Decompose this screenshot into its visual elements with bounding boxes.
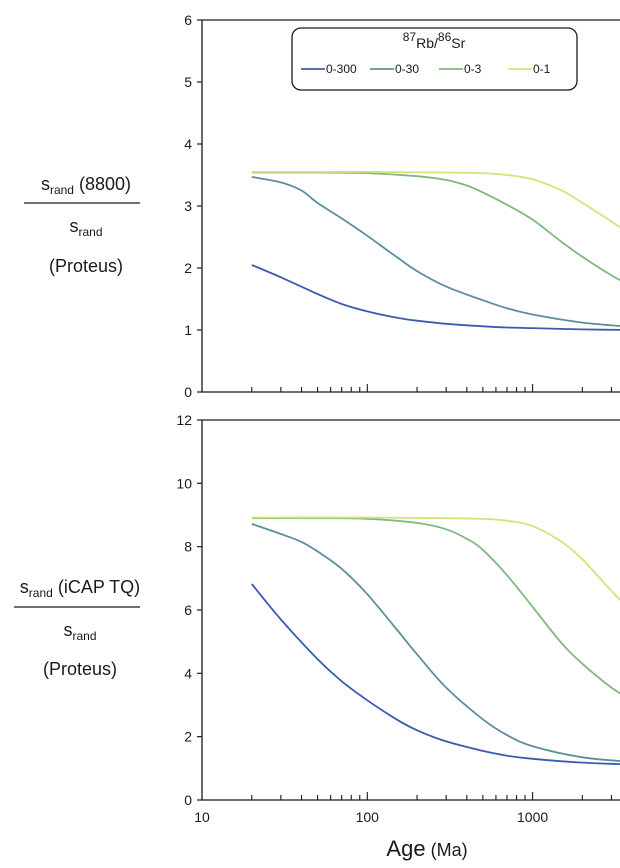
top-series-line-0-300: [251, 264, 620, 331]
top-yticks: 0 1 2 3 4 5 6: [184, 12, 202, 400]
legend-label-0-1: 0-1: [533, 62, 551, 76]
top-panel: 0 1 2 3 4 5 6 87Rb/86Sr 0-300 0-30 0-3 0-1 srand …: [24, 12, 620, 400]
bottom-ytick-label: 0: [184, 792, 192, 808]
top-ytick-label: 2: [184, 260, 192, 276]
top-ytick-label: 1: [184, 322, 192, 338]
top-series-line-0-30: [251, 176, 620, 327]
top-ylabel-num-sub: rand: [50, 183, 74, 197]
top-series-line-0-1: [251, 170, 620, 229]
top-xticks: [251, 384, 613, 392]
bottom-series-lines: [251, 516, 620, 766]
x-tick-label: 100: [356, 809, 380, 825]
x-axis-label-main: Age: [386, 836, 425, 861]
top-axes-frame: [201, 19, 620, 393]
top-ytick-label: 4: [184, 136, 192, 152]
bottom-yticks: 0 2 4 6 8 10 12: [176, 412, 202, 808]
bottom-ylabel-num-rest: (iCAP TQ): [53, 577, 140, 597]
top-ylabel-num-main: s: [41, 174, 50, 194]
bottom-ylabel-den-main: s: [63, 620, 72, 640]
x-tick-label: 1000: [517, 809, 548, 825]
legend-label-0-30: 0-30: [395, 62, 419, 76]
x-axis-label: Age (Ma): [386, 836, 467, 861]
legend-label-0-300: 0-300: [326, 62, 357, 76]
legend-title-sup2: 86: [438, 30, 452, 44]
bottom-series-line-0-30: [251, 523, 620, 762]
top-ylabel-num-rest: (8800): [74, 174, 131, 194]
bottom-series-line-0-300: [251, 583, 620, 766]
legend-label-0-3: 0-3: [464, 62, 482, 76]
bottom-ytick-label: 8: [184, 539, 192, 555]
bottom-ylabel-numerator: srand (iCAP TQ): [20, 577, 140, 600]
legend-box: [291, 27, 578, 91]
bottom-ytick-label: 10: [176, 475, 192, 491]
bottom-axes-frame: [201, 419, 620, 801]
top-ylabel-denominator: srand: [69, 216, 102, 239]
bottom-ytick-label: 6: [184, 602, 192, 618]
x-tick-label: 10: [194, 809, 210, 825]
legend-title-main2: Sr: [451, 35, 465, 51]
top-ytick-label: 6: [184, 12, 192, 28]
top-series-line-0-3: [251, 171, 620, 282]
x-axis-label-unit: (Ma): [426, 840, 468, 860]
bottom-ylabel: srand (iCAP TQ) srand (Proteus): [14, 577, 140, 679]
bottom-ytick-label: 2: [184, 729, 192, 745]
top-series-lines: [251, 170, 620, 331]
bottom-series-line-0-1: [251, 516, 620, 601]
top-ylabel-numerator: srand (8800): [41, 174, 131, 197]
top-ytick-label: 3: [184, 198, 192, 214]
legend-title: 87Rb/86Sr: [403, 30, 466, 51]
legend: 87Rb/86Sr 0-300 0-30 0-3 0-1: [291, 27, 578, 91]
top-ylabel-den-main: s: [69, 216, 78, 236]
top-ytick-label: 5: [184, 74, 192, 90]
top-ylabel-den-sub: rand: [78, 225, 102, 239]
bottom-ylabel-num-sub: rand: [29, 586, 53, 600]
legend-entries: 0-300 0-30 0-3 0-1: [301, 62, 551, 76]
top-ylabel-den-rest: (Proteus): [49, 256, 123, 276]
bottom-ytick-label: 12: [176, 412, 192, 428]
bottom-ytick-label: 4: [184, 665, 192, 681]
legend-title-main1: Rb/: [416, 35, 438, 51]
bottom-ylabel-num-main: s: [20, 577, 29, 597]
legend-title-sup1: 87: [403, 30, 417, 44]
top-ylabel: srand (8800) srand (Proteus): [24, 174, 140, 276]
bottom-ylabel-den-sub: rand: [72, 629, 96, 643]
bottom-ylabel-denominator: srand: [63, 620, 96, 643]
bottom-ylabel-den-rest: (Proteus): [43, 659, 117, 679]
bottom-xticks: 10 100 1000: [194, 792, 613, 825]
top-ytick-label: 0: [184, 384, 192, 400]
bottom-series-line-0-3: [251, 517, 620, 695]
